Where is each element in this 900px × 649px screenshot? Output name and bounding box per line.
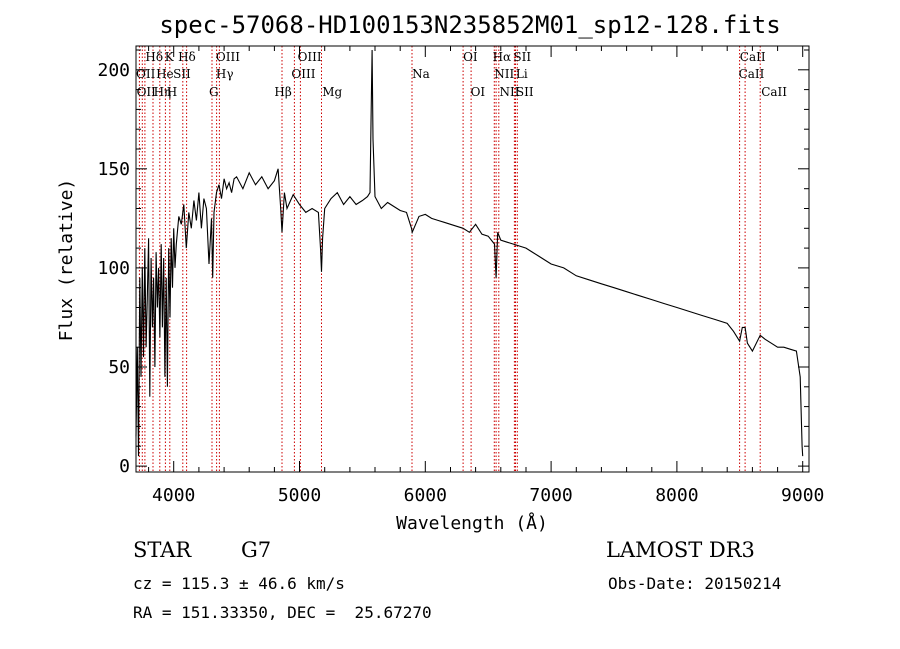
observation-date: Obs-Date: 20150214 xyxy=(608,574,782,593)
x-tick-label: 8000 xyxy=(655,485,698,506)
x-tick-label: 9000 xyxy=(781,485,824,506)
x-tick-label: 4000 xyxy=(152,485,195,506)
line-label: SII xyxy=(513,50,531,64)
y-tick-label: 50 xyxy=(108,357,130,378)
line-label: NII xyxy=(500,85,520,99)
x-tick-label: 6000 xyxy=(404,485,447,506)
line-label: CaII xyxy=(761,85,787,99)
axis-ticks: 4000 5000 6000 7000 8000 9000 0 50 100 150 200 xyxy=(97,46,824,506)
line-label: Hγ xyxy=(216,67,234,81)
line-label: SII xyxy=(173,67,191,81)
line-label: OIII xyxy=(298,50,322,64)
flux-series-line xyxy=(135,49,804,457)
line-label: Hα xyxy=(493,50,512,64)
line-label: Hδ xyxy=(145,50,163,64)
line-label: G xyxy=(209,85,219,99)
line-label: OIII xyxy=(291,67,315,81)
survey-name: LAMOST DR3 xyxy=(606,538,755,562)
y-tick-label: 150 xyxy=(97,159,130,180)
line-label: OI xyxy=(471,85,486,99)
y-tick-label: 0 xyxy=(119,456,130,477)
spectral-line-markers xyxy=(138,46,761,472)
plot-frame xyxy=(135,45,810,473)
object-subclass: G7 xyxy=(241,538,272,562)
line-label: Li xyxy=(516,67,528,81)
y-tick-label: 100 xyxy=(97,258,130,279)
line-label: CaII xyxy=(739,67,765,81)
line-label: OII xyxy=(136,67,156,81)
y-axis-label: Flux (relative) xyxy=(56,179,77,342)
coordinates-readout: RA = 151.33350, DEC = 25.67270 xyxy=(133,603,432,622)
line-label: NII xyxy=(494,67,514,81)
line-label: OII xyxy=(137,85,157,99)
y-tick-label: 200 xyxy=(97,60,130,81)
object-class: STAR xyxy=(133,538,192,562)
line-label: Hδ xyxy=(178,50,196,64)
line-label: Na xyxy=(412,67,430,81)
x-tick-label: 7000 xyxy=(529,485,572,506)
x-tick-label: 5000 xyxy=(278,485,321,506)
line-label: OIII xyxy=(216,50,240,64)
line-label: Hη xyxy=(154,85,172,99)
line-label: K xyxy=(165,50,175,64)
line-label: Mg xyxy=(322,85,342,99)
line-label: OI xyxy=(463,50,478,64)
line-label: Hβ xyxy=(274,85,291,99)
x-axis-label: Wavelength (Å) xyxy=(396,512,548,534)
line-label: He xyxy=(156,67,174,81)
line-label: CaII xyxy=(740,50,766,64)
line-label: H xyxy=(167,85,177,99)
redshift-readout: cz = 115.3 ± 46.6 km/s xyxy=(133,574,345,593)
line-label: SII xyxy=(516,85,534,99)
chart-title: spec-57068-HD100153N235852M01_sp12-128.f… xyxy=(159,11,780,39)
